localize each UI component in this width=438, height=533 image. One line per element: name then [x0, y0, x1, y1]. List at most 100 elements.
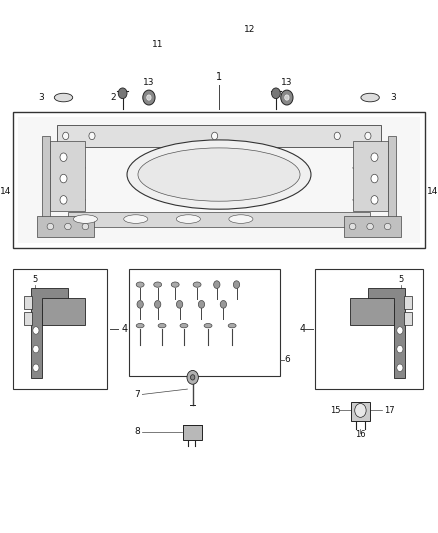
Circle shape — [334, 132, 340, 140]
Polygon shape — [368, 288, 405, 378]
Ellipse shape — [124, 215, 148, 223]
Polygon shape — [37, 216, 94, 237]
Bar — [315, 269, 423, 389]
Circle shape — [272, 88, 280, 99]
Ellipse shape — [204, 324, 212, 328]
Circle shape — [60, 196, 67, 204]
Polygon shape — [50, 141, 85, 211]
Circle shape — [155, 301, 161, 308]
Circle shape — [198, 301, 205, 308]
Bar — [404, 296, 412, 309]
Circle shape — [233, 281, 240, 288]
Circle shape — [371, 174, 378, 183]
Text: 10: 10 — [320, 126, 331, 135]
Ellipse shape — [229, 215, 253, 223]
Polygon shape — [344, 216, 401, 237]
Polygon shape — [42, 136, 50, 221]
Circle shape — [397, 364, 403, 372]
Ellipse shape — [228, 324, 236, 328]
Circle shape — [355, 403, 366, 417]
Circle shape — [118, 88, 127, 99]
Circle shape — [212, 132, 218, 140]
Text: 4: 4 — [299, 324, 305, 334]
Bar — [351, 402, 370, 421]
Text: 6: 6 — [285, 356, 290, 364]
Circle shape — [281, 90, 293, 105]
Bar — [57, 125, 381, 147]
Text: 8: 8 — [134, 427, 140, 436]
Circle shape — [89, 132, 95, 140]
Ellipse shape — [136, 324, 144, 328]
Ellipse shape — [158, 324, 166, 328]
Bar — [13, 112, 425, 248]
Ellipse shape — [180, 324, 188, 328]
Circle shape — [33, 364, 39, 372]
Ellipse shape — [127, 140, 311, 209]
Circle shape — [397, 327, 403, 334]
Polygon shape — [350, 298, 394, 325]
Text: 4: 4 — [122, 324, 128, 334]
Text: 13: 13 — [143, 78, 155, 87]
Text: 14: 14 — [0, 188, 11, 196]
Circle shape — [137, 301, 143, 308]
Bar — [18, 117, 420, 243]
Polygon shape — [31, 288, 68, 378]
Circle shape — [33, 345, 39, 353]
Ellipse shape — [193, 282, 201, 287]
Circle shape — [191, 375, 195, 380]
Text: 15: 15 — [330, 406, 341, 415]
Circle shape — [214, 281, 220, 288]
Circle shape — [60, 153, 67, 161]
Bar — [24, 296, 32, 309]
Circle shape — [285, 95, 289, 100]
Polygon shape — [42, 298, 85, 325]
Text: 11: 11 — [152, 41, 163, 49]
Circle shape — [60, 174, 67, 183]
Ellipse shape — [54, 93, 73, 102]
Bar — [404, 312, 412, 325]
Ellipse shape — [171, 282, 179, 287]
Text: 1: 1 — [216, 72, 222, 82]
Text: 5: 5 — [398, 276, 403, 284]
Circle shape — [33, 327, 39, 334]
Circle shape — [177, 301, 183, 308]
Circle shape — [63, 132, 69, 140]
Circle shape — [143, 90, 155, 105]
Ellipse shape — [65, 223, 71, 230]
Ellipse shape — [367, 223, 373, 230]
Polygon shape — [388, 136, 396, 221]
Text: 3: 3 — [38, 93, 44, 102]
Ellipse shape — [82, 223, 88, 230]
Ellipse shape — [177, 215, 201, 223]
Text: 9: 9 — [113, 126, 118, 135]
Text: 16: 16 — [355, 430, 366, 439]
Text: 14: 14 — [427, 188, 438, 196]
Text: 13: 13 — [281, 78, 293, 87]
Bar — [129, 269, 280, 376]
Ellipse shape — [361, 93, 379, 102]
Text: 17: 17 — [385, 406, 395, 415]
Ellipse shape — [138, 148, 300, 201]
Circle shape — [397, 345, 403, 353]
Ellipse shape — [73, 215, 97, 223]
Text: 7: 7 — [134, 390, 140, 399]
Bar — [183, 425, 202, 440]
Text: 2: 2 — [110, 93, 116, 102]
Text: 5: 5 — [32, 276, 38, 284]
Bar — [68, 212, 370, 227]
Ellipse shape — [136, 282, 144, 287]
Text: 2: 2 — [283, 93, 288, 102]
Bar — [24, 312, 32, 325]
Polygon shape — [353, 141, 388, 211]
Text: 3: 3 — [390, 93, 396, 102]
Circle shape — [187, 370, 198, 384]
Text: 12: 12 — [244, 26, 255, 34]
Circle shape — [365, 132, 371, 140]
Ellipse shape — [384, 223, 391, 230]
Ellipse shape — [47, 223, 53, 230]
Ellipse shape — [350, 223, 356, 230]
Ellipse shape — [154, 282, 162, 287]
Circle shape — [220, 301, 226, 308]
Circle shape — [371, 153, 378, 161]
Bar — [13, 269, 107, 389]
